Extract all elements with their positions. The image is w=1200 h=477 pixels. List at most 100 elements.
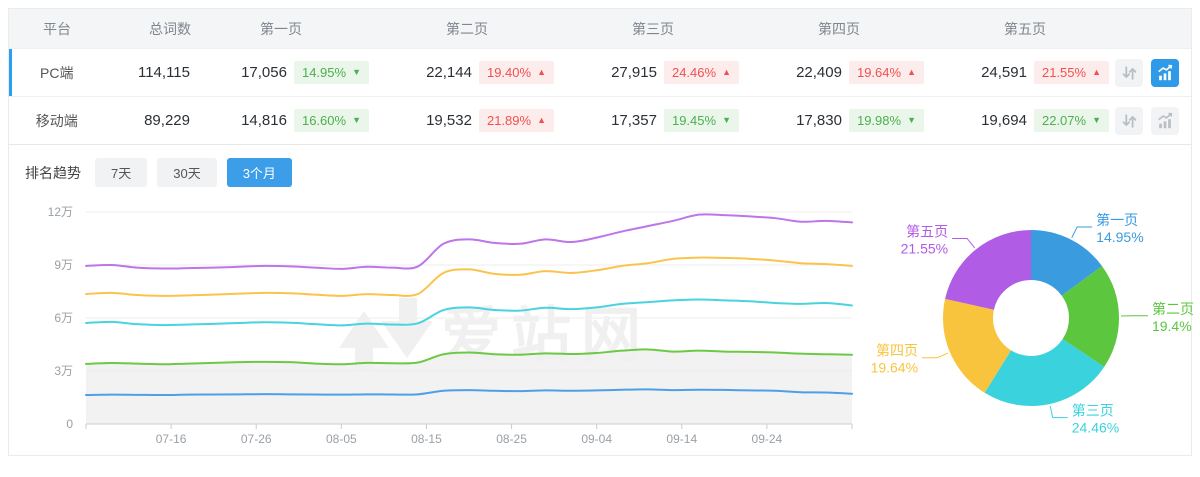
header-platform: 平台 [43, 20, 71, 37]
swap-arrows-icon [1122, 113, 1137, 128]
page1-trend-badge: 16.60% [293, 109, 369, 132]
tab-7-days[interactable]: 7天 [95, 158, 148, 187]
page4-cell: 17,830 19.98% [745, 109, 930, 132]
trend-toolbar: 排名趋势 7天 30天 3个月 [9, 145, 1191, 187]
page3-count: 27,915 [611, 64, 657, 81]
rank-trend-section: 排名趋势 7天 30天 3个月 爱站网 0 3万 6万 9万 12万 07-16 07-26 0… [9, 144, 1194, 455]
trend-arrow-icon [907, 68, 916, 77]
page4-trend-badge: 19.64% [848, 61, 924, 84]
page3-trend-badge: 24.46% [663, 61, 739, 84]
donut-slice-第三页 [943, 230, 1119, 406]
svg-text:9万: 9万 [54, 258, 73, 272]
header-page-1: 第一页 [260, 20, 302, 37]
page4-cell: 22,409 19.64% [745, 61, 930, 84]
trend-arrow-icon [537, 68, 546, 77]
page5-cell: 24,591 21.55% [930, 61, 1115, 84]
page2-cell: 22,144 19.40% [375, 61, 560, 84]
total-words-value: 89,229 [144, 112, 190, 129]
donut-slice-第五页 [943, 230, 1119, 406]
svg-text:09-04: 09-04 [581, 432, 612, 446]
page4-count: 17,830 [796, 112, 842, 129]
trend-arrow-icon [537, 116, 546, 125]
line-series-第四页 [85, 256, 853, 297]
donut-label-value: 14.95% [1096, 229, 1143, 245]
donut-label-value: 21.55% [901, 240, 948, 256]
header-page-3: 第三页 [632, 20, 674, 37]
page2-trend-badge: 19.40% [478, 61, 554, 84]
page4-trend-badge: 19.98% [848, 109, 924, 132]
page2-count: 22,144 [426, 64, 472, 81]
line-series-第三页 [85, 298, 853, 327]
donut-label-name: 第五页 [906, 223, 948, 239]
donut-slice-第二页 [943, 230, 1119, 406]
svg-text:爱站网: 爱站网 [441, 302, 651, 369]
svg-text:0: 0 [66, 417, 73, 431]
page3-cell: 17,357 19.45% [560, 109, 745, 132]
line-series-第五页 [85, 213, 853, 270]
donut-slice-第四页 [943, 230, 1119, 406]
page1-trend-badge: 14.95% [293, 61, 369, 84]
trend-chart-icon [1158, 112, 1173, 128]
header-page-4: 第四页 [818, 20, 860, 37]
line-series-第二页 [85, 348, 853, 366]
page3-trend-badge: 19.45% [663, 109, 739, 132]
donut-label-name: 第一页 [1096, 212, 1138, 228]
compare-sort-button[interactable] [1115, 58, 1143, 87]
table-row-pc[interactable]: PC端 114,115 17,056 14.95% 22,144 19.40% … [9, 48, 1191, 96]
trend-chart-button[interactable] [1151, 58, 1179, 87]
trend-chart-button[interactable] [1151, 106, 1179, 135]
page5-cell: 19,694 22.07% [930, 109, 1115, 132]
page5-count: 19,694 [981, 112, 1027, 129]
svg-text:09-14: 09-14 [666, 432, 697, 446]
page2-count: 19,532 [426, 112, 472, 129]
page5-trend-badge: 22.07% [1033, 109, 1109, 132]
svg-text:08-05: 08-05 [326, 432, 357, 446]
trend-arrow-icon [907, 116, 916, 125]
svg-text:07-26: 07-26 [241, 432, 272, 446]
svg-text:08-15: 08-15 [411, 432, 442, 446]
svg-text:09-24: 09-24 [752, 432, 783, 446]
svg-text:12万: 12万 [48, 205, 73, 219]
table-header: 平台 总词数 第一页 第二页 第三页 第四页 第五页 [9, 9, 1191, 48]
trend-chart-icon [1158, 64, 1173, 80]
tab-3-months[interactable]: 3个月 [226, 158, 292, 187]
page2-trend-badge: 21.89% [478, 109, 554, 132]
charts-area: 爱站网 0 3万 6万 9万 12万 07-16 07-26 08-05 08-15 08-25 09… [9, 193, 1194, 455]
page1-count: 14,816 [241, 112, 287, 129]
trend-arrow-icon [1092, 68, 1101, 77]
page5-trend-badge: 21.55% [1033, 61, 1109, 84]
svg-text:6万: 6万 [54, 311, 73, 325]
donut-label-name: 第二页 [1152, 301, 1194, 317]
keyword-rank-widget: 平台 总词数 第一页 第二页 第三页 第四页 第五页 PC端 114,115 1… [8, 8, 1194, 456]
donut-label-name: 第三页 [1072, 403, 1114, 419]
swap-arrows-icon [1122, 65, 1137, 80]
page1-cell: 14,816 16.60% [190, 109, 375, 132]
tab-30-days[interactable]: 30天 [157, 158, 217, 187]
svg-text:08-25: 08-25 [496, 432, 527, 446]
trend-arrow-icon [1092, 116, 1101, 125]
svg-text:3万: 3万 [54, 364, 73, 378]
donut-label-value: 24.46% [1072, 420, 1119, 436]
line-series-第一页 [85, 388, 853, 397]
header-page-2: 第二页 [446, 20, 488, 37]
page3-cell: 27,915 24.46% [560, 61, 745, 84]
page4-count: 22,409 [796, 64, 842, 81]
trend-title: 排名趋势 [25, 164, 81, 181]
donut-label-value: 19.4% [1152, 318, 1192, 334]
aizhan-watermark: 爱站网 [339, 298, 651, 371]
page1-cell: 17,056 14.95% [190, 61, 375, 84]
donut-label-value: 19.64% [871, 360, 918, 376]
trend-arrow-icon [352, 116, 361, 125]
platform-label: PC端 [40, 64, 74, 81]
page3-count: 17,357 [611, 112, 657, 129]
trend-arrow-icon [722, 116, 731, 125]
table-row-mobile[interactable]: 移动端 89,229 14,816 16.60% 19,532 21.89% 1… [9, 96, 1191, 144]
platform-label: 移动端 [35, 112, 78, 129]
trend-arrow-icon [352, 68, 361, 77]
total-words-value: 114,115 [137, 64, 190, 81]
header-page-5: 第五页 [1004, 20, 1046, 37]
trend-arrow-icon [722, 68, 731, 77]
page1-count: 17,056 [241, 64, 287, 81]
compare-sort-button[interactable] [1115, 106, 1143, 135]
